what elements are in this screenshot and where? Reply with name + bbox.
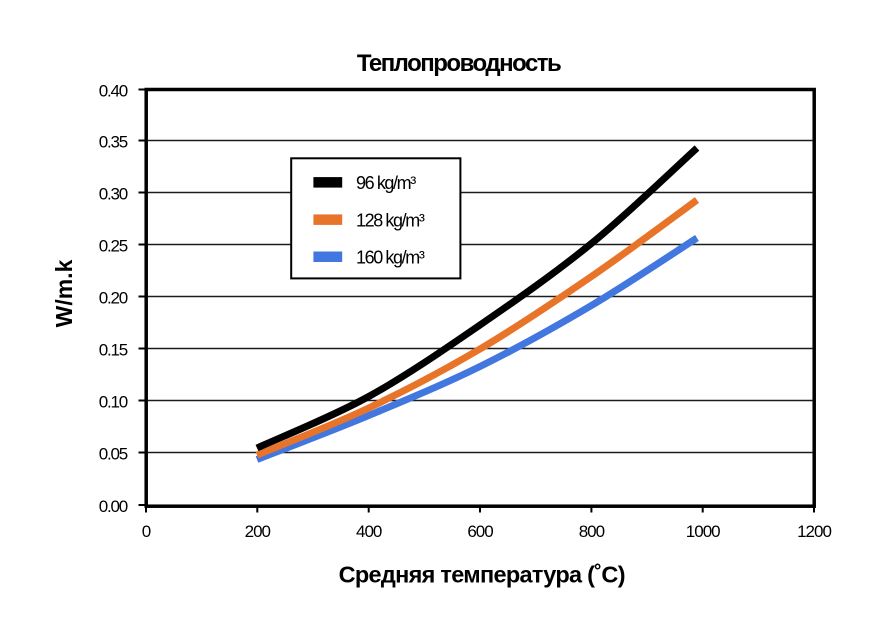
svg-text:128 kg/m³: 128 kg/m³ [356, 210, 425, 230]
svg-text:Средняя температура (˚C): Средняя температура (˚C) [339, 562, 625, 588]
svg-text:0.20: 0.20 [99, 288, 128, 307]
svg-text:1000: 1000 [686, 522, 720, 541]
svg-text:200: 200 [245, 522, 271, 541]
svg-text:0.15: 0.15 [99, 340, 128, 359]
svg-text:0.00: 0.00 [99, 497, 128, 516]
svg-text:160 kg/m³: 160 kg/m³ [356, 247, 425, 267]
svg-text:0.40: 0.40 [99, 81, 128, 100]
svg-text:0.35: 0.35 [99, 132, 128, 151]
svg-text:96 kg/m³: 96 kg/m³ [356, 173, 416, 193]
svg-text:800: 800 [579, 522, 605, 541]
svg-text:0.25: 0.25 [99, 236, 128, 255]
svg-text:W/m.k: W/m.k [51, 259, 77, 327]
svg-text:0.30: 0.30 [99, 184, 128, 203]
svg-text:0.10: 0.10 [99, 392, 128, 411]
svg-text:400: 400 [356, 522, 382, 541]
svg-text:0.05: 0.05 [99, 444, 128, 463]
svg-text:Теплопроводность: Теплопроводность [357, 50, 561, 77]
svg-text:0: 0 [142, 522, 151, 541]
svg-text:600: 600 [467, 522, 493, 541]
svg-text:1200: 1200 [797, 522, 831, 541]
